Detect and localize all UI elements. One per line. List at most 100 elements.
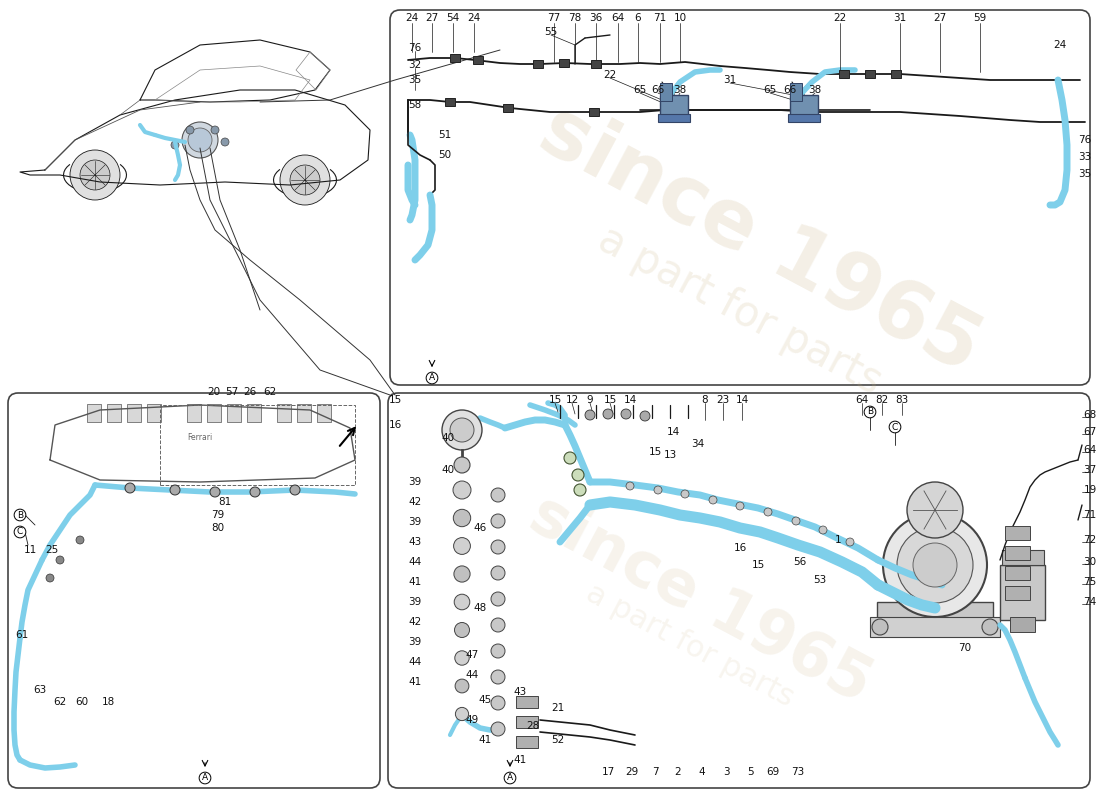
Bar <box>147 404 161 422</box>
Text: 9: 9 <box>586 395 593 405</box>
Circle shape <box>250 487 260 497</box>
Text: 78: 78 <box>569 13 582 23</box>
Bar <box>107 404 121 422</box>
Circle shape <box>564 452 576 464</box>
Text: since 1965: since 1965 <box>527 91 993 389</box>
Text: 30: 30 <box>1084 557 1097 567</box>
Circle shape <box>46 574 54 582</box>
Circle shape <box>453 481 471 499</box>
Text: 8: 8 <box>702 395 708 405</box>
Bar <box>160 405 355 485</box>
Text: 35: 35 <box>1078 169 1091 179</box>
Circle shape <box>210 487 220 497</box>
Text: 76: 76 <box>1078 135 1091 145</box>
Circle shape <box>982 619 998 635</box>
Circle shape <box>681 490 689 498</box>
Bar <box>450 54 460 62</box>
Circle shape <box>454 651 470 666</box>
Circle shape <box>170 141 179 149</box>
Text: 27: 27 <box>426 13 439 23</box>
Circle shape <box>70 150 120 200</box>
Circle shape <box>211 126 219 134</box>
Circle shape <box>491 696 505 710</box>
Text: 37: 37 <box>1084 465 1097 475</box>
Text: 44: 44 <box>408 557 421 567</box>
Text: 81: 81 <box>219 497 232 507</box>
Circle shape <box>453 510 471 526</box>
Text: 3: 3 <box>723 767 729 777</box>
Text: 15: 15 <box>751 560 764 570</box>
Text: 16: 16 <box>734 543 747 553</box>
Text: 2: 2 <box>674 767 681 777</box>
Circle shape <box>764 508 772 516</box>
Text: 60: 60 <box>76 697 89 707</box>
Text: since 1965: since 1965 <box>519 485 881 715</box>
Circle shape <box>654 486 662 494</box>
Text: 15: 15 <box>604 395 617 405</box>
Text: 57: 57 <box>226 387 239 397</box>
Circle shape <box>186 126 194 134</box>
Bar <box>1002 550 1044 565</box>
Text: 39: 39 <box>408 597 421 607</box>
Text: 36: 36 <box>590 13 603 23</box>
Bar <box>503 104 513 112</box>
Circle shape <box>182 122 218 158</box>
Text: 80: 80 <box>211 523 224 533</box>
Circle shape <box>454 566 470 582</box>
Bar <box>516 736 538 748</box>
Circle shape <box>170 485 180 495</box>
Text: 22: 22 <box>604 70 617 80</box>
Bar <box>891 70 901 78</box>
Text: A: A <box>202 774 208 782</box>
Text: 13: 13 <box>663 450 676 460</box>
Bar <box>1005 546 1030 560</box>
Text: 23: 23 <box>716 395 729 405</box>
Text: 15: 15 <box>549 395 562 405</box>
Text: 64: 64 <box>612 13 625 23</box>
Bar <box>446 98 455 106</box>
Circle shape <box>736 502 744 510</box>
Bar <box>516 716 538 728</box>
Text: 41: 41 <box>478 735 492 745</box>
Text: C: C <box>16 527 23 537</box>
Circle shape <box>572 469 584 481</box>
Bar <box>516 696 538 708</box>
Text: 66: 66 <box>651 85 664 95</box>
Bar <box>588 108 600 116</box>
Text: a part for parts: a part for parts <box>581 578 799 712</box>
Text: 55: 55 <box>544 27 558 37</box>
Text: 22: 22 <box>834 13 847 23</box>
Bar <box>790 95 818 117</box>
Text: 68: 68 <box>1084 410 1097 420</box>
Text: 64: 64 <box>856 395 869 405</box>
Text: 32: 32 <box>408 60 421 70</box>
Text: 42: 42 <box>408 497 421 507</box>
Text: 17: 17 <box>602 767 615 777</box>
Circle shape <box>896 527 974 603</box>
Text: 31: 31 <box>724 75 737 85</box>
Text: 59: 59 <box>974 13 987 23</box>
Circle shape <box>491 488 505 502</box>
Text: 54: 54 <box>447 13 460 23</box>
Text: 83: 83 <box>895 395 909 405</box>
Text: 72: 72 <box>1084 535 1097 545</box>
Text: 38: 38 <box>673 85 686 95</box>
Text: 40: 40 <box>441 465 454 475</box>
Text: 33: 33 <box>1078 152 1091 162</box>
Circle shape <box>56 556 64 564</box>
Text: 43: 43 <box>408 537 421 547</box>
Text: 27: 27 <box>934 13 947 23</box>
Bar <box>1005 526 1030 540</box>
Circle shape <box>442 410 482 450</box>
Circle shape <box>574 484 586 496</box>
Circle shape <box>603 409 613 419</box>
Text: 15: 15 <box>388 395 401 405</box>
Circle shape <box>491 644 505 658</box>
Text: 31: 31 <box>893 13 906 23</box>
Circle shape <box>792 517 800 525</box>
Text: 71: 71 <box>653 13 667 23</box>
Bar <box>788 114 820 122</box>
Text: A: A <box>429 374 436 382</box>
Circle shape <box>454 622 470 638</box>
Text: 16: 16 <box>388 420 401 430</box>
